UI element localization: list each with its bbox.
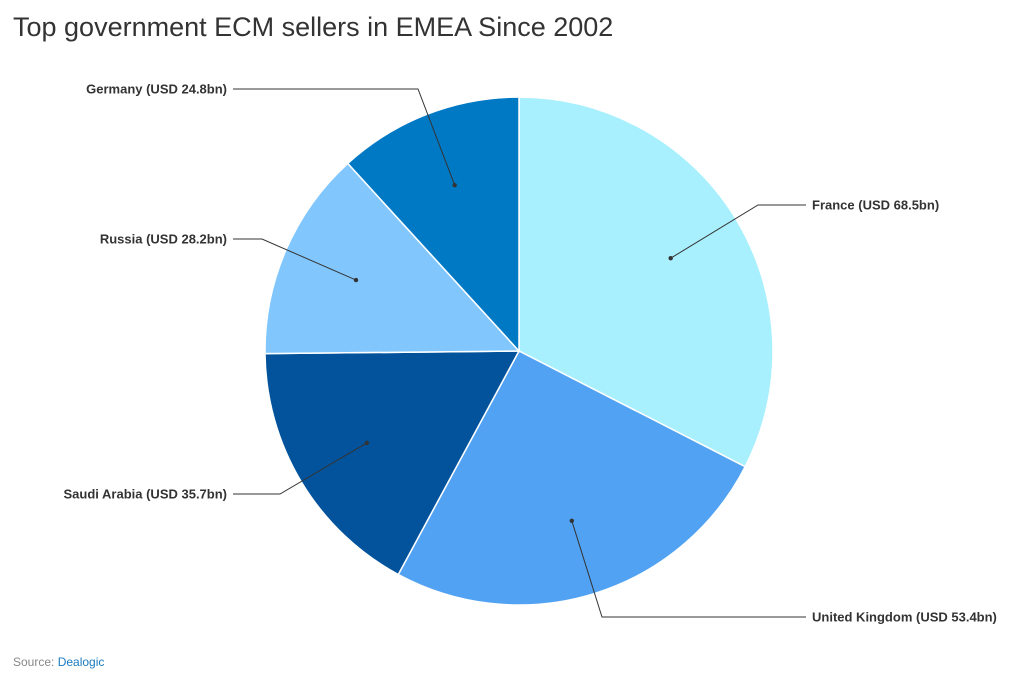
slice-label-france: France (USD 68.5bn) <box>812 198 939 213</box>
source-prefix: Source: <box>13 655 55 669</box>
connector-line-germany <box>233 88 456 186</box>
chart-title: Top government ECM sellers in EMEA Since… <box>13 12 614 42</box>
connector-dot-france <box>668 256 673 261</box>
connector-line-russia <box>233 238 357 281</box>
pie-labels: France (USD 68.5bn) United Kingdom (USD 5… <box>64 82 997 625</box>
slice-label-germany: Germany (USD 24.8bn) <box>86 82 227 97</box>
connector-dot-united-kingdom <box>569 518 574 523</box>
slice-label-united-kingdom: United Kingdom (USD 53.4bn) <box>812 610 997 625</box>
connector-dot-russia <box>353 277 359 283</box>
slice-label-russia: Russia (USD 28.2bn) <box>100 232 227 247</box>
pie-slice-saudi-arabia[interactable] <box>264 350 521 576</box>
connector-line-united-kingdom <box>571 520 806 618</box>
connector-line-france <box>670 204 806 259</box>
pie-slices <box>264 96 774 606</box>
connector-dot-saudi-arabia <box>364 440 369 446</box>
pie-connectors <box>233 88 806 618</box>
source-note: Source: Dealogic <box>13 655 104 669</box>
source-link[interactable]: Dealogic <box>57 655 105 669</box>
connector-dot-germany <box>452 183 457 188</box>
connector-line-saudi-arabia <box>233 442 368 495</box>
slice-label-saudi-arabia: Saudi Arabia (USD 35.7bn) <box>64 487 228 502</box>
